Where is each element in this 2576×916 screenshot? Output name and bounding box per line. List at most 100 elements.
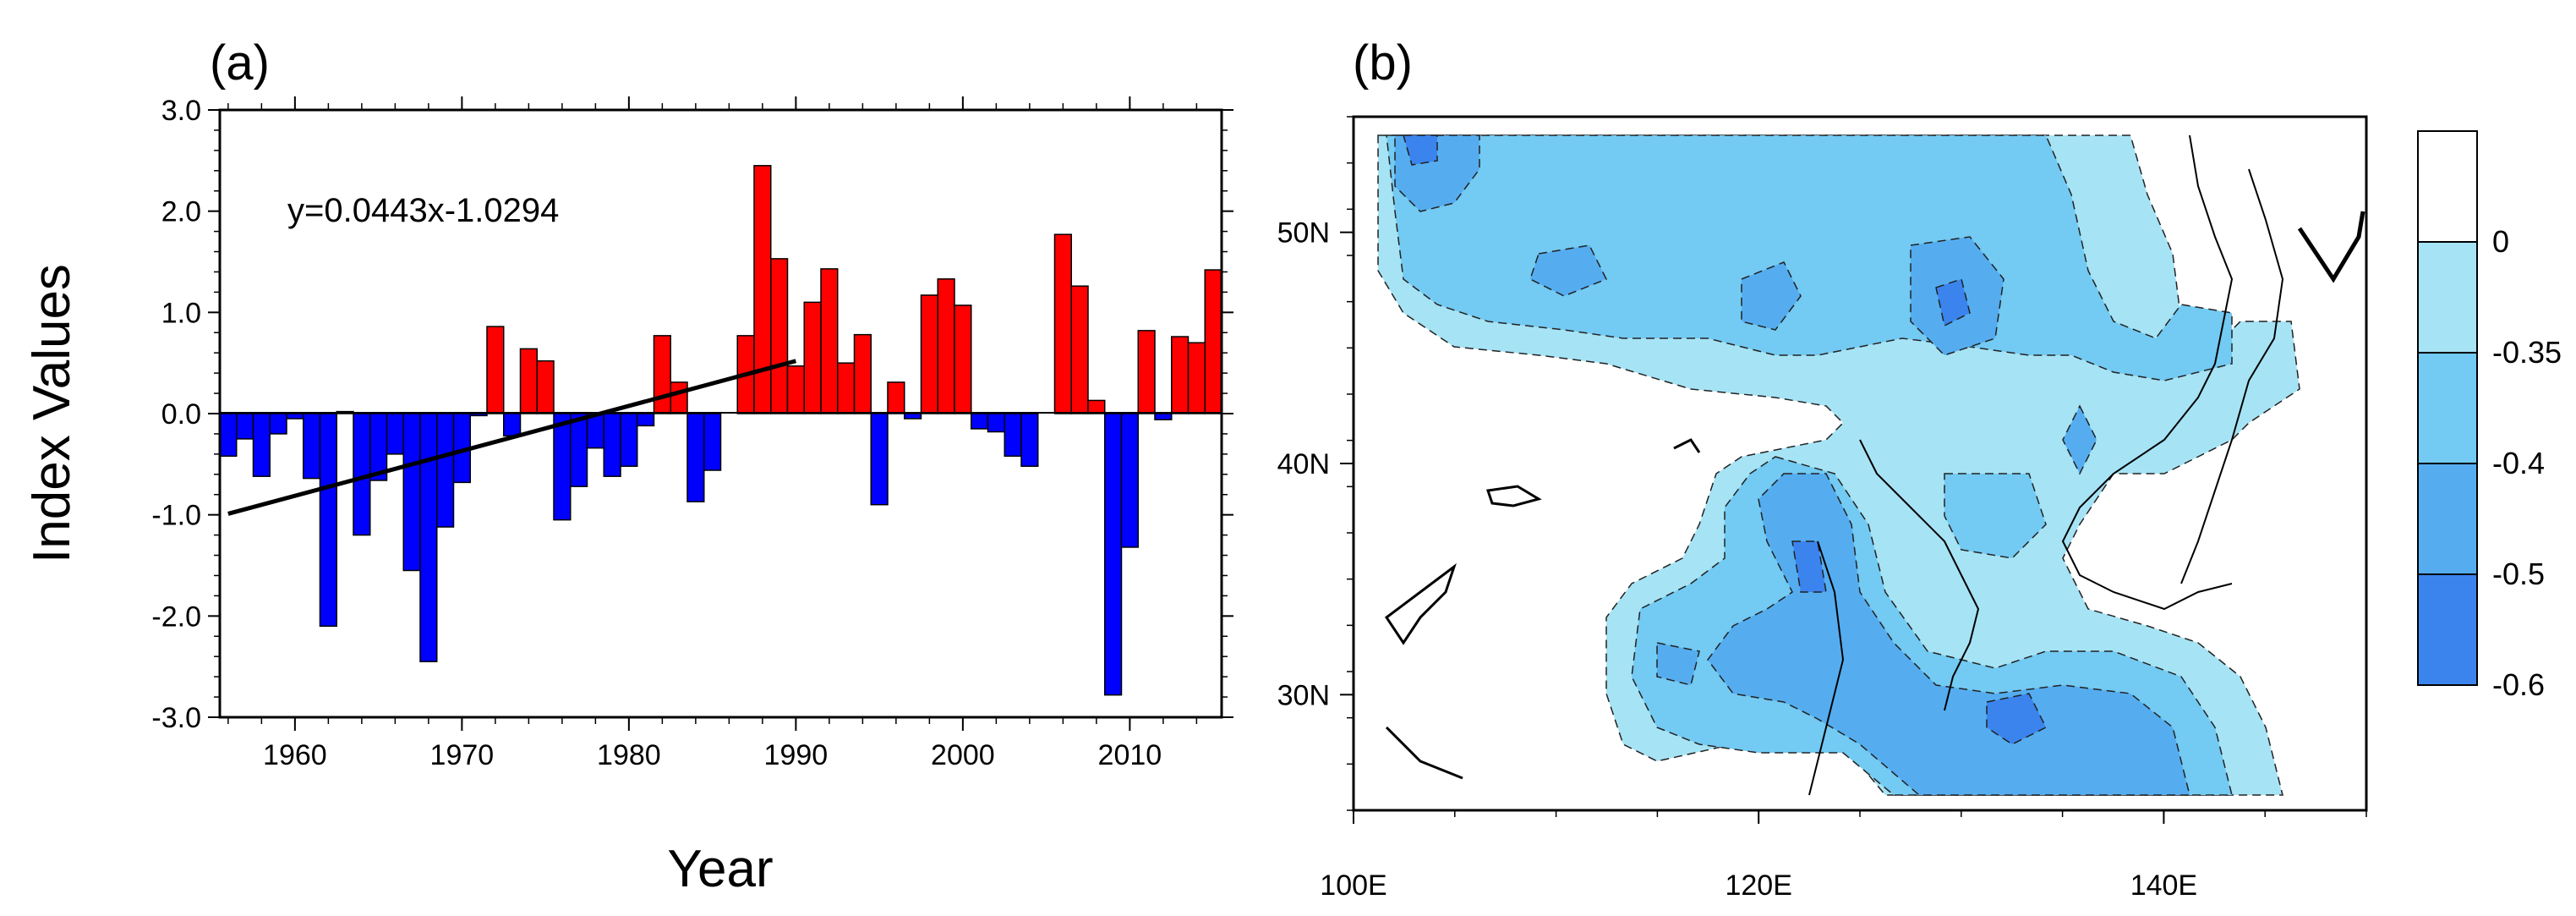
colorbar-box bbox=[2418, 353, 2477, 463]
panel-a-bar-chart: (a) y=0.0443x-1.0294 3.0 2.0 1.0 0.0 -1.0 -2.… bbox=[23, 36, 1233, 898]
bar-1985 bbox=[703, 413, 722, 471]
panel-b-label: (b) bbox=[1353, 36, 1413, 91]
y-tick-label: 3.0 bbox=[161, 95, 201, 127]
bar-1956 bbox=[219, 413, 238, 458]
thick-boundary bbox=[2297, 211, 2365, 283]
bar-1958 bbox=[252, 413, 271, 477]
bar-2008 bbox=[1087, 399, 1106, 414]
bar-1981 bbox=[637, 413, 655, 427]
contour-fill-level-040 bbox=[1386, 134, 2233, 796]
colorbar-label: -0.4 bbox=[2492, 446, 2545, 480]
bar-2014 bbox=[1187, 342, 1206, 414]
colorbar-box bbox=[2418, 131, 2477, 242]
bar-2004 bbox=[1020, 413, 1039, 467]
bar-1978 bbox=[586, 413, 604, 449]
bar-1968 bbox=[419, 413, 438, 662]
bar-2006 bbox=[1053, 233, 1072, 414]
bar-1999 bbox=[937, 278, 955, 414]
bar-1973 bbox=[503, 413, 522, 437]
map-x-tick-label: 140E bbox=[2130, 869, 2197, 902]
map-area bbox=[1354, 117, 2366, 810]
contour-fill-level-060 bbox=[1403, 134, 2048, 745]
map-y-tick-label: 40N bbox=[1277, 448, 1330, 480]
bar-1996 bbox=[887, 381, 905, 414]
map-x-tick-label: 120E bbox=[1725, 869, 1791, 902]
map-y-tick-label: 50N bbox=[1277, 217, 1330, 250]
bar-1995 bbox=[870, 413, 889, 506]
bar-2009 bbox=[1104, 413, 1123, 696]
bar-1979 bbox=[603, 413, 621, 477]
panel-b-contour-map: (b) 100E 120E 140E 30 bbox=[1277, 36, 2562, 902]
bar-1975 bbox=[536, 360, 555, 414]
bar-1991 bbox=[803, 301, 822, 414]
bar-1957 bbox=[236, 413, 254, 440]
y-tick-label: -2.0 bbox=[151, 601, 201, 633]
bar-1966 bbox=[386, 413, 404, 455]
colorbar-label: 0 bbox=[2492, 224, 2509, 259]
dashed-outline-4 bbox=[1673, 438, 1701, 453]
x-tick-label: 2000 bbox=[931, 739, 995, 771]
bar-1990 bbox=[786, 365, 805, 414]
colorbar-label: -0.5 bbox=[2492, 557, 2545, 591]
bar-1969 bbox=[436, 413, 455, 528]
colorbar-label: -0.35 bbox=[2492, 335, 2562, 370]
bar-2007 bbox=[1070, 285, 1089, 414]
bar-2003 bbox=[1004, 413, 1022, 458]
bar-1989 bbox=[770, 258, 789, 414]
trend-equation: y=0.0443x-1.0294 bbox=[287, 192, 559, 229]
bar-1959 bbox=[269, 413, 287, 435]
x-tick-label: 1960 bbox=[263, 739, 327, 771]
bar-1972 bbox=[486, 326, 505, 414]
bar-2011 bbox=[1137, 330, 1156, 414]
y-tick-label: 2.0 bbox=[161, 196, 201, 228]
y-axis-a: 3.0 2.0 1.0 0.0 -1.0 -2.0 -3.0 bbox=[151, 95, 1233, 734]
bar-1998 bbox=[920, 294, 938, 414]
bar-1974 bbox=[519, 348, 538, 414]
trend-line bbox=[227, 359, 797, 516]
y-tick-label: 0.0 bbox=[161, 398, 201, 431]
map-x-tick-label: 100E bbox=[1320, 869, 1386, 902]
bar-1983 bbox=[670, 381, 688, 414]
x-axis-a: 1960 1970 1980 1990 2000 2010 bbox=[227, 96, 1198, 771]
bar-1961 bbox=[303, 413, 321, 480]
y-tick-label: 1.0 bbox=[161, 297, 201, 329]
bar-1992 bbox=[820, 268, 839, 414]
dashed-outline-3 bbox=[1385, 726, 1463, 780]
colorbar-label: -0.6 bbox=[2492, 667, 2545, 702]
colorbar-box bbox=[2418, 463, 2477, 574]
y-tick-label: -1.0 bbox=[151, 500, 201, 532]
panel-a-label: (a) bbox=[210, 36, 270, 91]
bar-1980 bbox=[620, 413, 638, 467]
bar-1960 bbox=[286, 413, 304, 420]
dashed-outline-2 bbox=[1384, 562, 1457, 645]
x-tick-label: 2010 bbox=[1098, 739, 1162, 771]
map-y-tick-label: 30N bbox=[1277, 679, 1330, 711]
bar-2001 bbox=[971, 413, 989, 430]
coastlines bbox=[1808, 134, 2284, 796]
bar-1971 bbox=[469, 413, 488, 417]
y-tick-label: -3.0 bbox=[151, 702, 201, 734]
dashed-outline-1 bbox=[1486, 485, 1542, 507]
bar-2002 bbox=[987, 413, 1005, 433]
bar-2015 bbox=[1204, 269, 1222, 414]
bar-2013 bbox=[1171, 336, 1190, 414]
colorbar-box bbox=[2418, 242, 2477, 353]
colorbar: 0 -0.35 -0.4 -0.5 -0.6 bbox=[2417, 130, 2562, 702]
bar-1984 bbox=[686, 413, 705, 502]
bar-2000 bbox=[954, 304, 972, 414]
bar-1967 bbox=[402, 413, 421, 572]
contour-fill-level-050 bbox=[1394, 134, 2190, 796]
bar-1962 bbox=[319, 413, 337, 628]
colorbar-box bbox=[2418, 574, 2477, 685]
bar-1994 bbox=[853, 333, 872, 414]
x-tick-label: 1970 bbox=[430, 739, 495, 771]
x-axis-title: Year bbox=[667, 840, 773, 898]
bar-1993 bbox=[837, 362, 856, 414]
bar-2012 bbox=[1154, 413, 1173, 420]
bar-1976 bbox=[553, 413, 572, 521]
bar-1988 bbox=[753, 165, 772, 414]
map-y-axis: 30N 40N 50N bbox=[1277, 116, 1354, 811]
bars-group bbox=[219, 165, 1222, 696]
y-axis-title: Index Values bbox=[23, 264, 81, 563]
